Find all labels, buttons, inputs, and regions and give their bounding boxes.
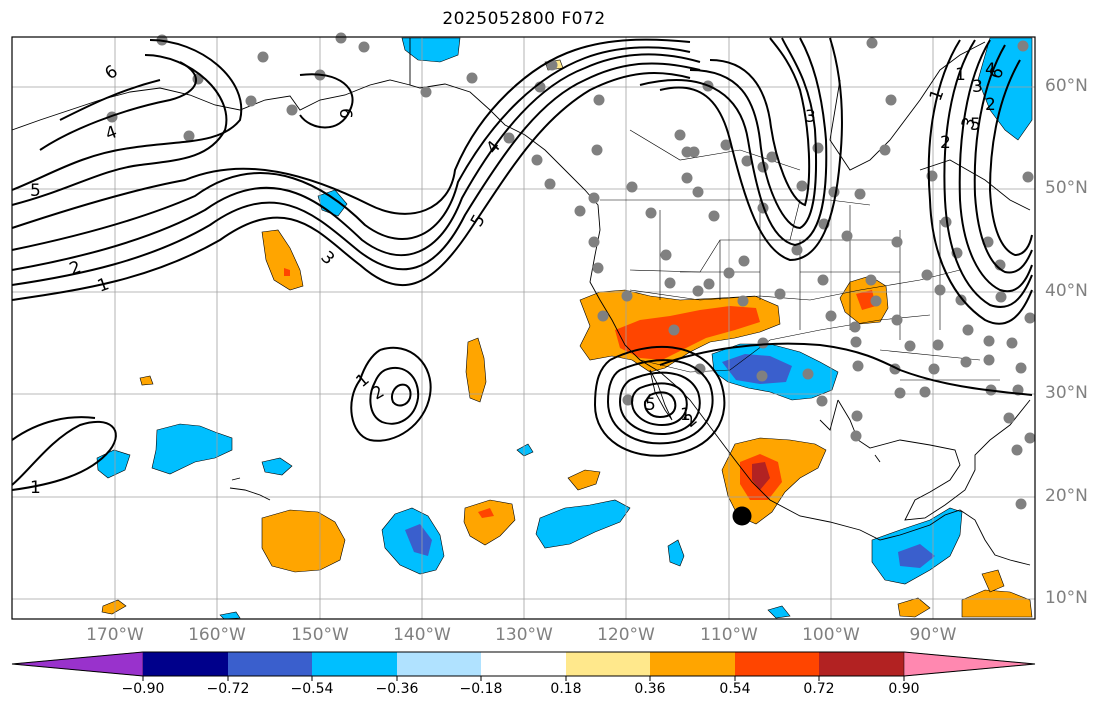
colorbar-tick-label: 0.90 xyxy=(888,681,920,697)
graticule xyxy=(12,37,1035,619)
contour-label: 4 xyxy=(103,122,120,144)
contour-lines xyxy=(11,37,1033,491)
contour-label: 5 xyxy=(645,395,656,415)
contour-label: 4 xyxy=(985,60,996,80)
colorbar-tick-label: 0.36 xyxy=(634,681,666,697)
lon-label: 160°W xyxy=(188,625,246,645)
contour-label: 2 xyxy=(67,257,84,279)
colorbar-tick-label: −0.18 xyxy=(459,681,503,697)
lat-label: 20°N xyxy=(1045,486,1088,506)
contour-label: 1 xyxy=(95,274,112,296)
lon-label: 120°W xyxy=(597,625,655,645)
map-title: 2025052800 F072 xyxy=(442,9,606,29)
contour-label: 1 xyxy=(680,405,691,425)
colorbar xyxy=(11,651,1036,681)
lon-label: 130°W xyxy=(495,625,553,645)
lat-label: 10°N xyxy=(1045,588,1088,608)
contour-label: 2 xyxy=(369,382,388,405)
contour-label: 1 xyxy=(30,478,41,498)
colorbar-tick-label: −0.54 xyxy=(290,681,334,697)
contour-label: 1 xyxy=(955,65,966,85)
lat-label: 50°N xyxy=(1045,178,1088,198)
contour-label: 5 xyxy=(970,115,981,135)
contour-label: 1 xyxy=(926,87,948,104)
lon-label: 100°W xyxy=(802,625,860,645)
anomaly-fills xyxy=(96,37,1033,620)
contour-label: 2 xyxy=(985,95,996,115)
lon-label: 140°W xyxy=(393,625,451,645)
contour-label: 3 xyxy=(972,77,983,97)
contour-label: 3 xyxy=(805,107,816,127)
colorbar-tick-label: 0.72 xyxy=(803,681,835,697)
colorbar-tick-label: −0.36 xyxy=(375,681,419,697)
lat-label: 60°N xyxy=(1045,76,1088,96)
contour-label: 5 xyxy=(30,181,41,201)
lon-label: 110°W xyxy=(700,625,758,645)
contour-label: 4 xyxy=(483,137,505,158)
colorbar-tick-label: −0.72 xyxy=(206,681,250,697)
colorbar-tick-label: −0.90 xyxy=(121,681,165,697)
lat-label: 30°N xyxy=(1045,383,1088,403)
contour-label: 6 xyxy=(101,62,121,85)
lon-label: 170°W xyxy=(86,625,144,645)
map-frame xyxy=(11,36,1036,620)
storm-center-marker xyxy=(732,506,752,526)
colorbar-tick-label: 0.54 xyxy=(719,681,751,697)
lat-label: 40°N xyxy=(1045,281,1088,301)
contour-label: 2 xyxy=(940,133,951,153)
coastlines xyxy=(11,38,1031,566)
contour-label: 6 xyxy=(335,108,355,119)
lon-label: 90°W xyxy=(909,625,957,645)
lon-label: 150°W xyxy=(291,625,349,645)
colorbar-tick-label: 0.18 xyxy=(550,681,582,697)
